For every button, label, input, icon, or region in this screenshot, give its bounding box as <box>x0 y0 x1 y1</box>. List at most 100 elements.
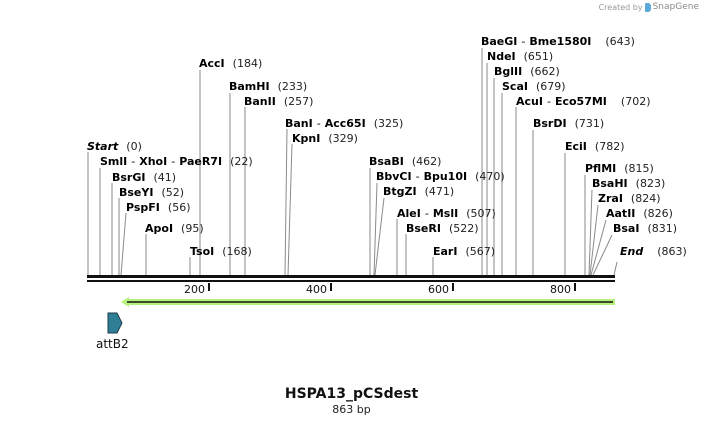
site-label-scai[interactable]: ScaI (679) <box>502 80 566 93</box>
site-name: BsrGI <box>112 171 146 184</box>
site-name: TsoI <box>190 245 215 258</box>
site-position: (863) <box>657 245 687 258</box>
map-title: HSPA13_pCSdest <box>284 386 419 402</box>
site-name: BsaBI <box>369 155 404 168</box>
site-position: (824) <box>630 192 661 205</box>
site-name: PaeR7I <box>179 155 223 168</box>
site-name: ZraI <box>598 192 623 205</box>
site-label-aatii[interactable]: AatII (826) <box>606 207 673 220</box>
site-position: (257) <box>283 95 314 108</box>
site-position: (651) <box>523 50 554 63</box>
site-name: NdeI <box>487 50 516 63</box>
site-position: (52) <box>161 186 185 199</box>
site-name: BtgZI <box>383 185 417 198</box>
sequence-backbone-bottom-strand <box>87 280 615 282</box>
site-label-bani-acc65i[interactable]: BanI - Acc65I (325) <box>285 117 404 130</box>
site-label-kpni[interactable]: KpnI (329) <box>292 132 358 145</box>
site-name: ApoI <box>145 222 174 235</box>
site-name: SmlI <box>100 155 128 168</box>
site-name: PspFI <box>126 201 160 214</box>
site-name: AatII <box>606 207 636 220</box>
site-name: PflMI <box>585 162 617 175</box>
site-position: (184) <box>232 57 263 70</box>
site-label-acui-eco57mi[interactable]: AcuI - Eco57MI (702) <box>516 95 651 108</box>
site-name: BsrDI <box>533 117 567 130</box>
site-label-bseyi[interactable]: BseYI (52) <box>119 186 184 199</box>
site-label-bsrgi[interactable]: BsrGI (41) <box>112 171 176 184</box>
site-position: (168) <box>222 245 252 258</box>
site-label-baegi-bme1580i[interactable]: BaeGI - Bme1580I (643) <box>481 35 635 48</box>
site-name: ScaI <box>502 80 528 93</box>
site-name: AccI <box>199 57 225 70</box>
site-name: AleI <box>397 207 421 220</box>
site-position: (643) <box>605 35 635 48</box>
site-position: (823) <box>635 177 666 190</box>
ruler-tick-400 <box>330 283 332 291</box>
site-name: AcuI <box>516 95 543 108</box>
site-position: (731) <box>574 117 605 130</box>
site-label-smli-xhoi-paer7i[interactable]: SmlI - XhoI - PaeR7I (22) <box>100 155 253 168</box>
site-name: BbvCI <box>376 170 412 183</box>
site-position: (462) <box>411 155 442 168</box>
site-label-tsoi[interactable]: TsoI (168) <box>190 245 252 258</box>
site-label-bsrdi[interactable]: BsrDI (731) <box>533 117 604 130</box>
site-label-banii[interactable]: BanII (257) <box>244 95 313 108</box>
site-name: BamHI <box>229 80 270 93</box>
site-label-alei-msli[interactable]: AleI - MslI (507) <box>397 207 496 220</box>
site-name: Start <box>87 140 119 153</box>
site-label-bsabi[interactable]: BsaBI (462) <box>369 155 441 168</box>
site-position: (702) <box>620 95 651 108</box>
site-label-pflmi[interactable]: PflMI (815) <box>585 162 654 175</box>
site-label-bbvci-bpu10i[interactable]: BbvCI - Bpu10I (470) <box>376 170 505 183</box>
site-position: (329) <box>328 132 358 145</box>
credit-prefix: Created by <box>598 2 643 12</box>
site-label-bsai[interactable]: BsaI (831) <box>613 222 677 235</box>
site-name: Bme1580I <box>529 35 592 48</box>
site-label-apoi[interactable]: ApoI (95) <box>145 222 204 235</box>
site-label-bseri[interactable]: BseRI (522) <box>406 222 479 235</box>
site-position: (782) <box>594 140 625 153</box>
site-position: (95) <box>181 222 204 235</box>
site-position: (679) <box>535 80 566 93</box>
ruler-tick-600 <box>452 283 454 291</box>
site-position: (831) <box>647 222 678 235</box>
site-position: (471) <box>424 185 455 198</box>
attb2-label: attB2 <box>96 337 129 351</box>
site-name: BanII <box>244 95 276 108</box>
site-position: (815) <box>624 162 654 175</box>
arrow-left-icon <box>121 297 129 307</box>
ruler-label-600: 600 <box>428 283 449 296</box>
site-position: (507) <box>466 207 496 220</box>
site-label-bsahi[interactable]: BsaHI (823) <box>592 177 665 190</box>
site-label-btgzi[interactable]: BtgZI (471) <box>383 185 454 198</box>
site-name: MslI <box>432 207 459 220</box>
site-label-end[interactable]: End (863) <box>620 245 687 258</box>
feature-arrow-line <box>127 301 613 303</box>
site-position: (41) <box>153 171 177 184</box>
attb2-feature-arrow-icon[interactable] <box>107 312 123 334</box>
site-position: (826) <box>643 207 673 220</box>
site-label-pspfi[interactable]: PspFI (56) <box>126 201 191 214</box>
site-label-ndei[interactable]: NdeI (651) <box>487 50 553 63</box>
site-name: EarI <box>433 245 458 258</box>
site-name: Eco57MI <box>554 95 607 108</box>
site-name: BanI <box>285 117 313 130</box>
sequence-backbone-top-strand <box>87 275 615 278</box>
site-name: BsaHI <box>592 177 628 190</box>
site-label-start[interactable]: Start (0) <box>87 140 142 153</box>
site-label-bamhi[interactable]: BamHI (233) <box>229 80 307 93</box>
reverse-feature-arrow[interactable] <box>121 297 615 307</box>
site-name: Acc65I <box>324 117 366 130</box>
site-label-zrai[interactable]: ZraI (824) <box>598 192 661 205</box>
site-name: BaeGI <box>481 35 518 48</box>
site-label-acci[interactable]: AccI (184) <box>199 57 262 70</box>
site-label-ecii[interactable]: EciI (782) <box>565 140 625 153</box>
site-position: (56) <box>167 201 191 214</box>
site-name: BseRI <box>406 222 441 235</box>
site-position: (662) <box>530 65 560 78</box>
site-label-bglii[interactable]: BglII (662) <box>494 65 560 78</box>
site-label-eari[interactable]: EarI (567) <box>433 245 495 258</box>
credit-brand: SnapGene <box>652 2 699 12</box>
site-name: EciI <box>565 140 587 153</box>
